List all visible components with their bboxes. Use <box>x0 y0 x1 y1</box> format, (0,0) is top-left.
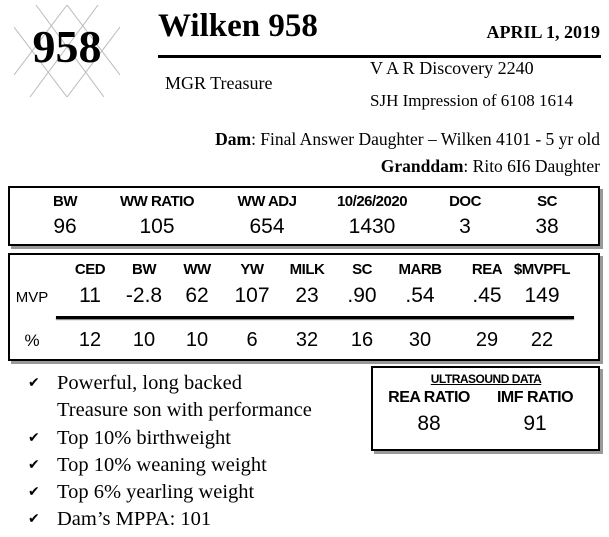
epd-header: SC <box>352 261 372 278</box>
ultrasound-header: IMF RATIO <box>496 389 574 406</box>
checkmark-icon: ✔ <box>28 456 40 473</box>
checkmark-icon: ✔ <box>28 484 40 501</box>
epd-header: WW <box>183 261 211 278</box>
title-divider <box>158 55 601 58</box>
performance-box: BW 96 WW RATIO 105 WW ADJ 654 10/26/2020 1430 DO… <box>8 186 600 246</box>
ultrasound-value: 91 <box>523 412 547 435</box>
granddam-info: Granddam: Rito 6I6 Daughter <box>381 156 600 177</box>
grandsire-line-1: V A R Discovery 2240 <box>370 58 534 78</box>
lot-number: 958 <box>32 21 102 72</box>
epd-mvp-value: 11 <box>79 284 101 307</box>
epd-mvp-value: 149 <box>524 284 560 307</box>
epd-mvp-value: .54 <box>405 284 435 307</box>
checkmark-icon: ✔ <box>28 375 40 391</box>
list-item-text: Powerful, long backed <box>57 372 243 394</box>
dam-label: Dam <box>215 129 252 149</box>
epd-header: REA <box>471 261 503 278</box>
epd-header: MARB <box>398 261 443 278</box>
epd-header: CED <box>74 261 106 278</box>
sire: MGR Treasure <box>165 73 273 93</box>
list-item: Treasure son with performance <box>28 397 312 424</box>
sale-date: APRIL 1, 2019 <box>486 22 600 42</box>
ultrasound-box: ULTRASOUND DATA REA RATIO 88 IMF RATIO 91 <box>371 366 600 451</box>
epd-percentile: 10 <box>185 329 209 351</box>
list-item-text: Top 10% weaning weight <box>57 453 267 476</box>
epd-divider <box>56 316 574 319</box>
performance-header: DOC <box>449 193 481 210</box>
epd-percentile: 6 <box>246 329 258 351</box>
performance-value: 3 <box>459 215 471 238</box>
dam-info: Dam: Final Answer Daughter – Wilken 4101… <box>215 129 600 150</box>
list-item: ✔ Top 10% birthweight <box>28 425 312 452</box>
performance-value: 1430 <box>348 215 396 238</box>
epd-percentile: 29 <box>475 329 499 351</box>
performance-header: BW <box>53 193 78 210</box>
highlights-list: ✔ Powerful, long backed Treasure son with … <box>28 370 312 534</box>
epd-mvp-value: 107 <box>234 284 270 307</box>
performance-header: SC <box>537 193 557 210</box>
epd-percentile: 10 <box>132 329 156 351</box>
epd-header: $MVPFL <box>513 261 571 278</box>
epd-mvp-value: 23 <box>295 284 319 307</box>
performance-header: WW ADJ <box>237 193 297 210</box>
pct-label: % <box>24 331 40 350</box>
diamond-lattice-logo <box>14 5 120 97</box>
epd-mvp-value: .45 <box>472 284 502 307</box>
performance-value: 654 <box>249 215 285 238</box>
performance-value: 38 <box>535 215 559 238</box>
epd-mvp-value: -2.8 <box>125 284 163 307</box>
list-item-text: Dam’s MPPA: 101 <box>57 508 212 531</box>
list-item-text: Top 10% birthweight <box>57 426 231 449</box>
ultrasound-value: 88 <box>417 412 441 435</box>
ultrasound-title: ULTRASOUND DATA <box>430 372 542 386</box>
list-item: ✔ Top 10% weaning weight <box>28 452 312 479</box>
page-title: Wilken 958 <box>158 8 318 44</box>
granddam-label: Granddam <box>380 156 464 176</box>
epd-mvp-value: 62 <box>185 284 209 307</box>
list-item: ✔ Dam’s MPPA: 101 <box>28 506 312 533</box>
epd-percentile: 30 <box>408 329 432 351</box>
epd-percentile: 16 <box>350 329 374 351</box>
epd-header: YW <box>240 261 264 278</box>
epd-box: MVP% CED 11 12 BW -2.8 10 WW 62 10 YW 107 6 MILK 23 32 S… <box>8 253 600 361</box>
checkmark-icon: ✔ <box>28 429 40 446</box>
mvp-label: MVP <box>15 289 49 306</box>
epd-percentile: 12 <box>78 329 102 351</box>
list-item: ✔ Top 6% yearling weight <box>28 479 312 506</box>
epd-mvp-value: .90 <box>347 284 377 307</box>
performance-header: WW RATIO <box>119 193 195 210</box>
epd-header: MILK <box>289 261 325 278</box>
performance-value: 105 <box>139 215 175 238</box>
performance-header: 10/26/2020 <box>336 193 408 210</box>
epd-header: BW <box>132 261 157 278</box>
epd-percentile: 22 <box>530 329 554 351</box>
grandsire-line-2: SJH Impression of 6108 1614 <box>370 91 574 110</box>
list-item-text: Top 6% yearling weight <box>57 481 255 504</box>
epd-percentile: 32 <box>295 329 319 351</box>
checkmark-icon: ✔ <box>28 511 40 528</box>
dam-value: : Final Answer Daughter – Wilken 4101 - … <box>251 129 600 149</box>
ultrasound-header: REA RATIO <box>388 389 470 406</box>
list-item: ✔ Powerful, long backed <box>28 370 312 397</box>
list-item-text: Treasure son with performance <box>57 399 312 422</box>
performance-value: 96 <box>53 215 77 238</box>
granddam-value: : Rito 6I6 Daughter <box>463 156 600 176</box>
